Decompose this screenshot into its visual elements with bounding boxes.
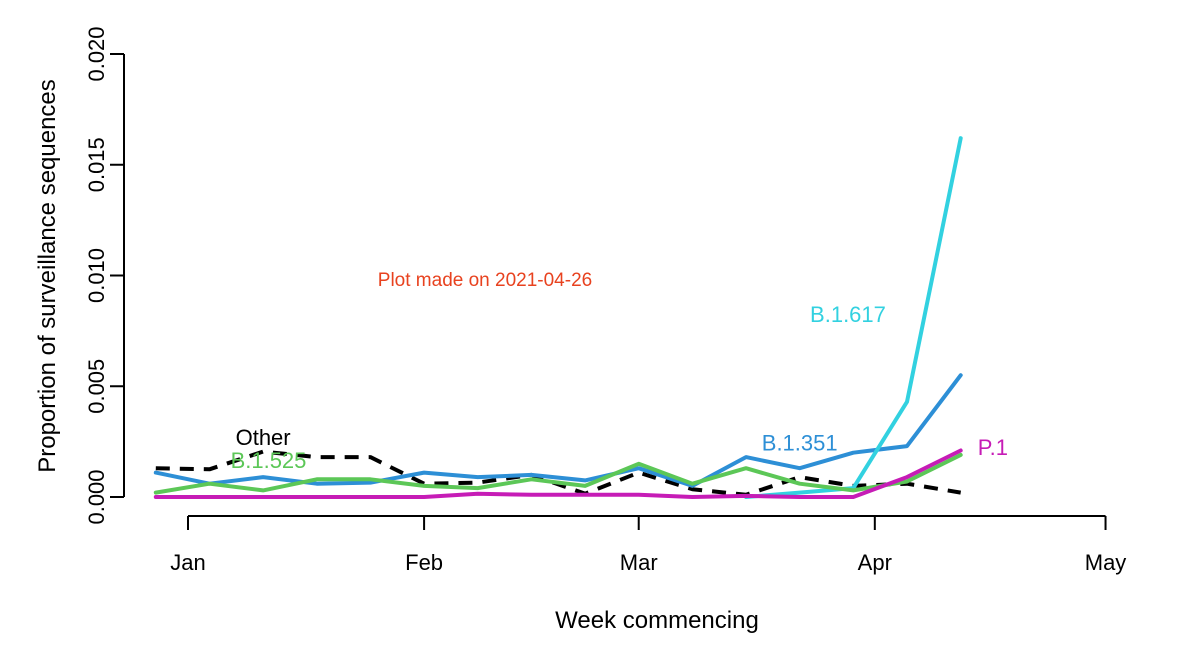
y-axis-label: Proportion of surveillance sequences <box>34 79 61 473</box>
series-label-b-1-617: B.1.617 <box>810 302 886 327</box>
x-axis-label: Week commencing <box>555 607 759 634</box>
series-layer <box>153 136 963 499</box>
x-tick-label: Apr <box>858 550 892 575</box>
y-axis: 0.000 0.005 0.010 0.015 0.020 <box>84 26 125 525</box>
plot-date-annotation: Plot made on 2021-04-26 <box>378 270 592 291</box>
x-tick-label: Feb <box>405 550 443 575</box>
x-tick-label: May <box>1085 550 1127 575</box>
series-line-b-1-617 <box>744 136 963 499</box>
series-label-b-1-351: B.1.351 <box>762 430 838 455</box>
y-tick-label: 0.000 <box>84 469 109 524</box>
x-tick-label: Mar <box>620 550 658 575</box>
series-line-b-1-351 <box>153 373 963 488</box>
series-label-p-1: P.1 <box>978 435 1008 460</box>
y-tick-label: 0.020 <box>84 26 109 81</box>
series-line-p-1 <box>153 448 963 499</box>
y-tick-label: 0.010 <box>84 248 109 303</box>
series-label-b-1-525: B.1.525 <box>231 448 307 473</box>
series-line-b-1-525 <box>153 452 963 495</box>
series-label-other: Other <box>236 425 291 450</box>
y-tick-label: 0.015 <box>84 137 109 192</box>
x-tick-label: Jan <box>170 550 205 575</box>
y-tick-label: 0.005 <box>84 359 109 414</box>
x-axis: Jan Feb Mar Apr May <box>170 515 1127 575</box>
